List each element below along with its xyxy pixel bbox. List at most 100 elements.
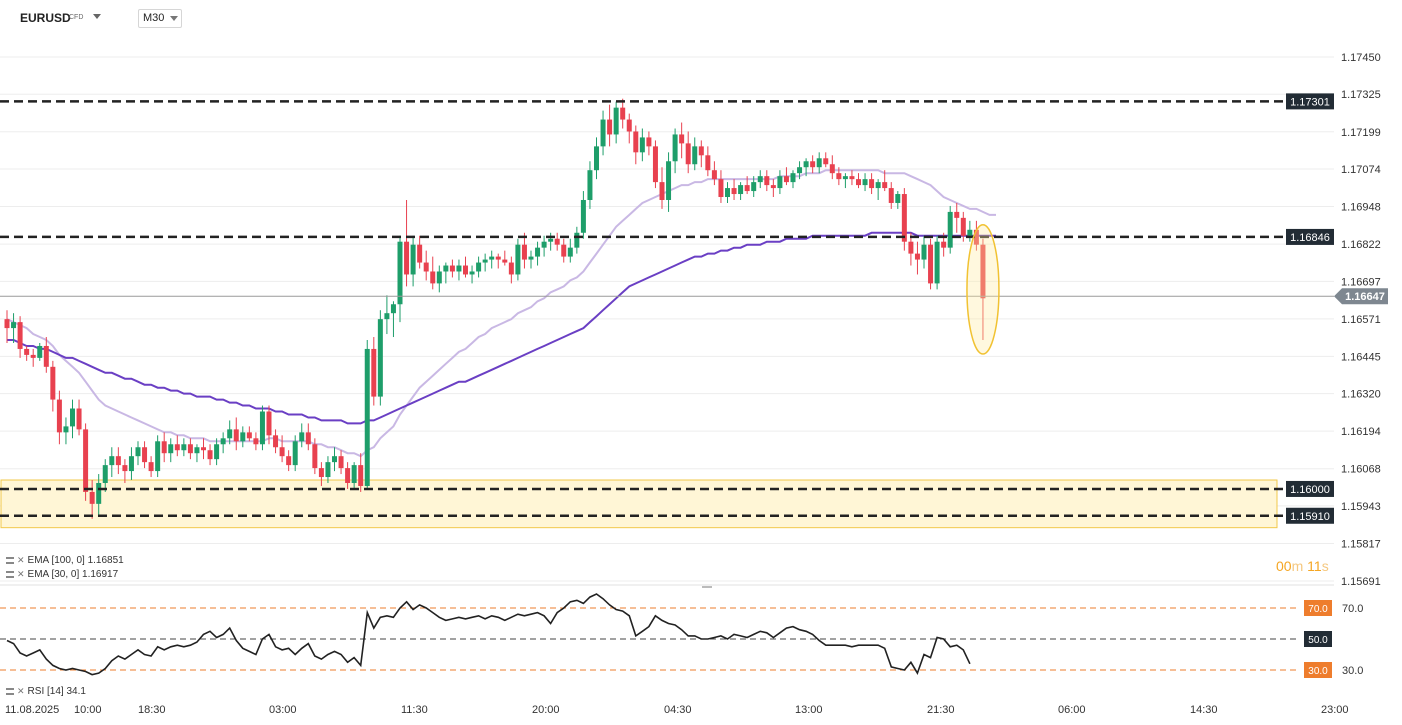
price-axis-label: 1.17199	[1341, 127, 1381, 139]
candle-body	[797, 167, 803, 174]
remove-icon[interactable]: ✕	[17, 569, 25, 579]
rsi-level-tag	[1304, 600, 1332, 616]
candle-body	[607, 119, 613, 135]
candle-body	[273, 435, 279, 448]
candle-body	[960, 217, 966, 236]
candle-body	[155, 441, 161, 472]
candle-body	[633, 131, 639, 153]
candle-body	[895, 194, 901, 203]
settings-lines-icon[interactable]	[6, 687, 14, 695]
rsi-legend[interactable]: ✕ RSI [14] 34.1	[6, 686, 86, 697]
candle-body	[508, 262, 514, 275]
settings-lines-icon[interactable]	[6, 570, 14, 578]
candle-body	[947, 211, 953, 248]
candle-countdown: 00m 11s	[1276, 558, 1329, 574]
candle-body	[521, 244, 527, 260]
rsi-level-tag-label: 70.0	[1308, 604, 1328, 615]
candle-body	[535, 247, 541, 257]
candle-body	[312, 444, 318, 469]
time-axis-label: 03:00	[269, 704, 297, 716]
candle-body	[456, 265, 462, 272]
candle-body	[528, 256, 534, 260]
candle-body	[482, 259, 488, 263]
candle-body	[17, 322, 23, 349]
price-axis-label: 1.15691	[1341, 576, 1381, 588]
candle-body	[980, 244, 986, 299]
price-axis-label: 1.16697	[1341, 276, 1381, 288]
candle-body	[882, 182, 888, 189]
candle-body	[292, 441, 298, 466]
candle-body	[37, 345, 43, 358]
candle-body	[810, 161, 816, 168]
rsi-axis-label: 30.0	[1342, 665, 1363, 677]
candle-body	[76, 408, 82, 430]
time-axis-label: 18:30	[138, 704, 166, 716]
time-axis-label: 20:00	[532, 704, 560, 716]
candle-body	[4, 319, 10, 329]
time-axis-label: 23:00	[1321, 704, 1349, 716]
candle-body	[305, 432, 311, 445]
level-tag-label: 1.17301	[1290, 96, 1330, 108]
candle-body	[587, 170, 593, 200]
candle-body	[299, 432, 305, 442]
candle-body	[214, 444, 220, 460]
candle-body	[240, 432, 246, 442]
ema100-line	[7, 231, 996, 425]
candle-body	[770, 185, 776, 189]
remove-icon[interactable]: ✕	[17, 555, 25, 565]
candle-body	[384, 313, 390, 320]
candle-body	[109, 456, 115, 466]
symbol-name[interactable]: EURUSD	[20, 11, 71, 25]
candle-body	[823, 158, 829, 165]
candle-body	[856, 179, 861, 186]
level-tag	[1286, 228, 1334, 245]
time-axis-label: 11:30	[401, 704, 428, 716]
price-axis-label: 1.15817	[1341, 538, 1381, 550]
highlight-ellipse	[966, 223, 1000, 355]
candle-body	[908, 241, 914, 254]
candle-body	[914, 253, 920, 260]
candle-body	[574, 232, 580, 248]
candle-body	[161, 441, 167, 454]
candle-body	[70, 408, 75, 427]
candle-body	[954, 211, 960, 218]
candle-body	[679, 134, 685, 144]
candle-body	[934, 241, 940, 284]
timeframe-select[interactable]: M30	[138, 9, 182, 28]
remove-icon[interactable]: ✕	[17, 686, 25, 696]
candle-body	[63, 426, 69, 433]
last-price-label: 1.16647	[1345, 291, 1385, 303]
candle-body	[764, 176, 770, 186]
level-tag-label: 1.15910	[1290, 511, 1330, 523]
candle-body	[672, 134, 678, 162]
ema100-legend[interactable]: ✕ EMA [100, 0] 1.16851	[6, 555, 124, 566]
settings-lines-icon[interactable]	[6, 556, 14, 564]
candle-body	[338, 456, 344, 469]
time-axis-label: 14:30	[1190, 704, 1218, 716]
price-axis-label: 1.16068	[1341, 464, 1381, 476]
candle-body	[279, 447, 285, 457]
candle-body	[220, 438, 226, 445]
candle-body	[757, 176, 763, 183]
candle-body	[128, 456, 134, 472]
ema30-legend[interactable]: ✕ EMA [30, 0] 1.16917	[6, 569, 118, 580]
symbol-dropdown-chevron-icon[interactable]	[93, 14, 101, 19]
candle-body	[659, 182, 665, 200]
candle-body	[168, 444, 174, 454]
price-axis-label: 1.16571	[1341, 314, 1381, 326]
candle-body	[207, 450, 213, 460]
countdown-seconds: 11	[1307, 558, 1322, 574]
candle-body	[744, 185, 750, 192]
candle-body	[469, 271, 475, 275]
candle-body	[246, 432, 252, 439]
candle-body	[639, 137, 645, 153]
candle-body	[332, 456, 337, 463]
candle-body	[115, 456, 121, 466]
ema30-legend-label: EMA [30, 0] 1.16917	[27, 569, 119, 580]
candle-body	[148, 462, 154, 472]
rsi-level-tag-label: 50.0	[1308, 635, 1328, 646]
candle-body	[201, 447, 206, 451]
countdown-seconds-unit: s	[1321, 558, 1329, 574]
candle-body	[233, 429, 239, 442]
